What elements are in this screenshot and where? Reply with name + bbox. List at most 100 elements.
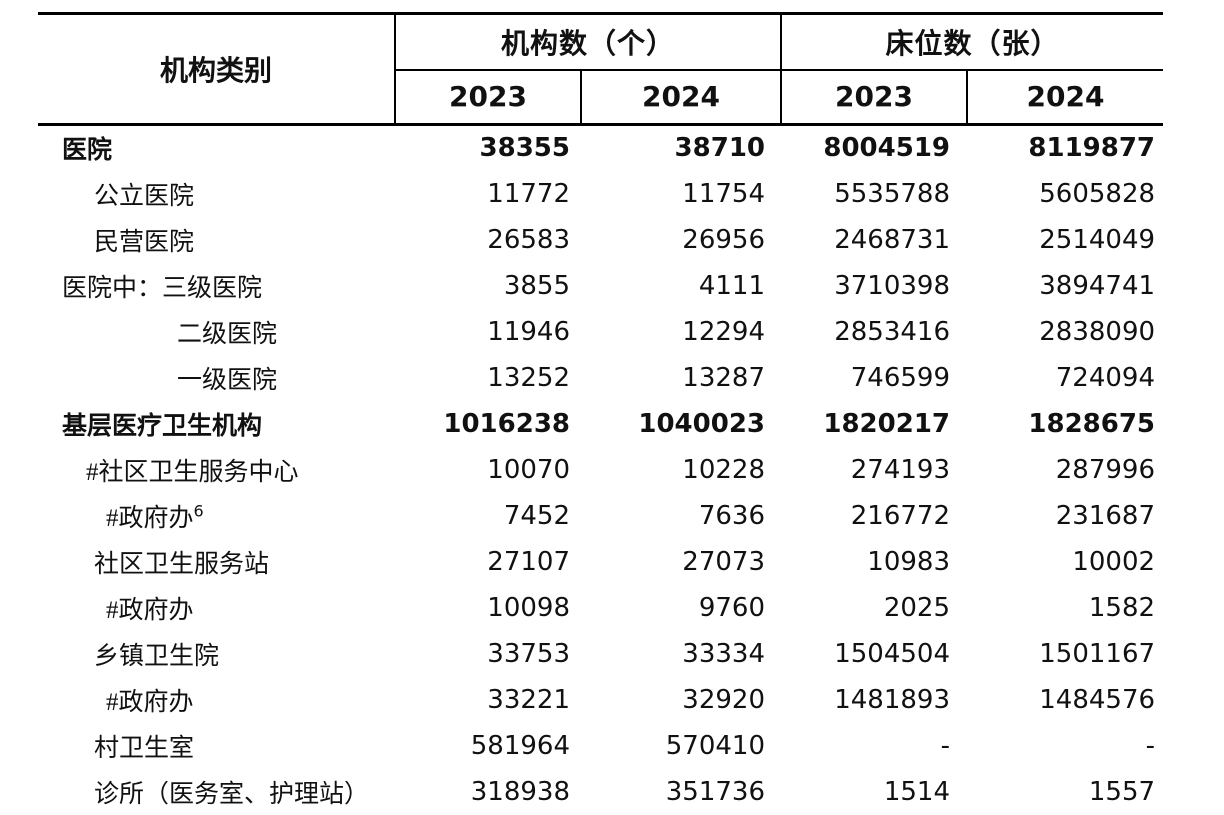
- cell-value: 10983: [867, 546, 951, 577]
- cell-value: 38710: [674, 133, 766, 164]
- cell-value: 11772: [487, 178, 570, 209]
- cell-value: -: [940, 730, 951, 761]
- row-label: 一级医院: [38, 355, 395, 401]
- row-label: #政府办6: [38, 493, 395, 539]
- table-row: 公立医院 11772 11754 5535788 5605828: [38, 171, 1163, 217]
- cell-value: 8004519: [823, 133, 951, 164]
- row-label: 医院: [38, 125, 395, 171]
- row-label: #政府办: [38, 677, 395, 723]
- row-label-text: #政府办: [106, 596, 194, 624]
- column-header-institutions-2023: 2023: [395, 69, 582, 126]
- cell-value: 1557: [1088, 776, 1156, 807]
- column-group-bed-count: 床位数（张）: [781, 13, 1164, 71]
- table-row: 医院 38355 38710 8004519 8119877: [38, 125, 1163, 171]
- cell-value: 8119877: [1028, 133, 1156, 164]
- column-header-beds-2023: 2023: [781, 69, 969, 126]
- table-row: 一级医院 13252 13287 746599 724094: [38, 355, 1163, 401]
- header-group-row: 机构类别 机构数（个） 床位数（张）: [38, 13, 1164, 126]
- row-label-text: 二级医院: [177, 320, 278, 348]
- health-institutions-beds-table: 机构类别 机构数（个） 床位数（张） 2023 2024 2023 2024 医…: [38, 12, 1164, 815]
- row-label-text: 诊所（医务室、护理站）: [94, 780, 370, 808]
- table-row: #社区卫生服务中心 10070 10228 274193 287996: [38, 447, 1163, 493]
- table-row: 基层医疗卫生机构 1016238 1040023 1820217 1828675: [38, 401, 1163, 447]
- row-label: 二级医院: [38, 309, 395, 355]
- row-label: 诊所（医务室、护理站）: [38, 769, 395, 815]
- cell-value: 274193: [850, 454, 951, 485]
- cell-value: 5535788: [834, 178, 951, 209]
- row-label: #社区卫生服务中心: [38, 447, 395, 493]
- row-label-text: #政府办: [106, 688, 194, 716]
- cell-value: 231687: [1055, 500, 1156, 531]
- cell-value: 38355: [479, 133, 570, 164]
- cell-value: 1514: [883, 776, 951, 807]
- table-row: 村卫生室 581964 570410 - -: [38, 723, 1163, 769]
- cell-value: 351736: [665, 776, 766, 807]
- row-label-text: 医院中：三级医院: [62, 274, 263, 302]
- cell-value: 3710398: [834, 270, 951, 301]
- cell-value: 26583: [487, 224, 570, 255]
- row-label-text: 基层医疗卫生机构: [62, 412, 263, 440]
- statistics-table-container: 机构类别 机构数（个） 床位数（张） 2023 2024 2023 2024 医…: [38, 12, 1164, 815]
- column-header-institutions-2024: 2024: [581, 69, 783, 126]
- row-label: 公立医院: [38, 171, 395, 217]
- row-label-text: 社区卫生服务站: [94, 550, 270, 578]
- cell-value: 570410: [665, 730, 766, 761]
- row-label-text: 公立医院: [94, 182, 195, 210]
- cell-value: 13252: [487, 362, 570, 393]
- footnote-marker: 6: [193, 501, 204, 521]
- cell-value: 7636: [698, 500, 766, 531]
- row-label-text: 一级医院: [177, 366, 278, 394]
- cell-value: 11946: [487, 316, 570, 347]
- cell-value: 724094: [1055, 362, 1156, 393]
- cell-value: 5605828: [1039, 178, 1156, 209]
- cell-value: 318938: [470, 776, 570, 807]
- cell-value: 33334: [682, 638, 766, 669]
- table-row: #政府办6 7452 7636 216772 231687: [38, 493, 1163, 539]
- cell-value: 10002: [1072, 546, 1156, 577]
- table-body: 医院 38355 38710 8004519 8119877 公立医院 11772 11754…: [38, 125, 1163, 815]
- cell-value: 11754: [682, 178, 766, 209]
- column-header-beds-2024: 2024: [967, 69, 1164, 126]
- cell-value: 13287: [682, 362, 766, 393]
- cell-value: 3894741: [1039, 270, 1156, 301]
- table-row: 二级医院 11946 12294 2853416 2838090: [38, 309, 1163, 355]
- row-label: 民营医院: [38, 217, 395, 263]
- column-group-institution-count: 机构数（个）: [395, 13, 783, 71]
- table-header: 机构类别 机构数（个） 床位数（张） 2023 2024 2023 2024: [38, 13, 1164, 126]
- cell-value: 1582: [1088, 592, 1156, 623]
- header-year-row: 2023 2024 2023 2024: [38, 69, 1164, 126]
- cell-value: 2838090: [1039, 316, 1156, 347]
- row-label-text: #政府办: [106, 504, 194, 532]
- cell-value: 2468731: [834, 224, 951, 255]
- cell-value: 7452: [503, 500, 570, 531]
- row-label-text: 医院: [62, 137, 113, 165]
- row-label: #政府办: [38, 585, 395, 631]
- cell-value: 1828675: [1028, 408, 1156, 439]
- cell-value: 1504504: [834, 638, 951, 669]
- cell-value: 32920: [682, 684, 766, 715]
- cell-value: 4111: [698, 270, 766, 301]
- row-label: 基层医疗卫生机构: [38, 401, 395, 447]
- cell-value: 746599: [850, 362, 951, 393]
- cell-value: 26956: [682, 224, 766, 255]
- row-label: 社区卫生服务站: [38, 539, 395, 585]
- table-row: 社区卫生服务站 27107 27073 10983 10002: [38, 539, 1163, 585]
- column-header-category: 机构类别: [38, 13, 396, 126]
- table-row: 民营医院 26583 26956 2468731 2514049: [38, 217, 1163, 263]
- cell-value: 581964: [470, 730, 570, 761]
- row-label: 乡镇卫生院: [38, 631, 395, 677]
- cell-value: 287996: [1055, 454, 1156, 485]
- cell-value: 33753: [487, 638, 570, 669]
- row-label-text: 民营医院: [94, 228, 195, 256]
- table-row: 诊所（医务室、护理站） 318938 351736 1514 1557: [38, 769, 1163, 815]
- cell-value: 27107: [487, 546, 570, 577]
- table-row: 医院中：三级医院 3855 4111 3710398 3894741: [38, 263, 1163, 309]
- cell-value: 10228: [682, 454, 766, 485]
- table-row: #政府办 33221 32920 1481893 1484576: [38, 677, 1163, 723]
- cell-value: 12294: [682, 316, 766, 347]
- cell-value: 2853416: [834, 316, 951, 347]
- cell-value: 10070: [487, 454, 570, 485]
- cell-value: 1484576: [1039, 684, 1156, 715]
- cell-value: -: [1145, 730, 1156, 761]
